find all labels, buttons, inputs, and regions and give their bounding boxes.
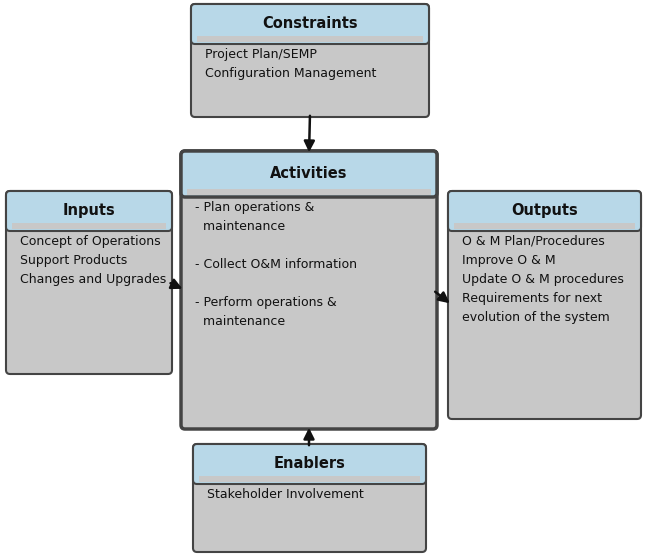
FancyBboxPatch shape [191, 4, 429, 117]
Text: Inputs: Inputs [63, 203, 115, 219]
Bar [199, 476, 420, 482]
Bar [199, 24, 421, 40]
Text: Project Plan/SEMP
Configuration Management: Project Plan/SEMP Configuration Manageme… [205, 48, 377, 80]
FancyBboxPatch shape [448, 191, 641, 231]
Bar [454, 223, 635, 229]
FancyBboxPatch shape [191, 4, 429, 44]
Bar [12, 223, 166, 229]
Text: Outputs: Outputs [511, 203, 578, 219]
Text: - Plan operations &
  maintenance

- Collect O&M information

- Perform operatio: - Plan operations & maintenance - Collec… [195, 201, 357, 328]
FancyBboxPatch shape [193, 444, 426, 552]
Bar [456, 211, 633, 227]
FancyBboxPatch shape [181, 151, 437, 197]
Bar [201, 464, 418, 480]
FancyBboxPatch shape [6, 191, 172, 374]
Text: Constraints: Constraints [262, 17, 358, 32]
Text: Concept of Operations
Support Products
Changes and Upgrades: Concept of Operations Support Products C… [20, 235, 166, 286]
Bar [189, 174, 429, 193]
Bar [187, 189, 431, 195]
FancyBboxPatch shape [448, 191, 641, 419]
Text: Stakeholder Involvement: Stakeholder Involvement [207, 488, 364, 501]
Text: O & M Plan/Procedures
Improve O & M
Update O & M procedures
Requirements for nex: O & M Plan/Procedures Improve O & M Upda… [462, 235, 624, 324]
Text: Activities: Activities [270, 166, 347, 181]
FancyBboxPatch shape [6, 191, 172, 231]
FancyBboxPatch shape [193, 444, 426, 484]
FancyBboxPatch shape [181, 151, 437, 429]
Bar [197, 36, 423, 42]
Text: Enablers: Enablers [274, 456, 345, 471]
Bar [14, 211, 164, 227]
